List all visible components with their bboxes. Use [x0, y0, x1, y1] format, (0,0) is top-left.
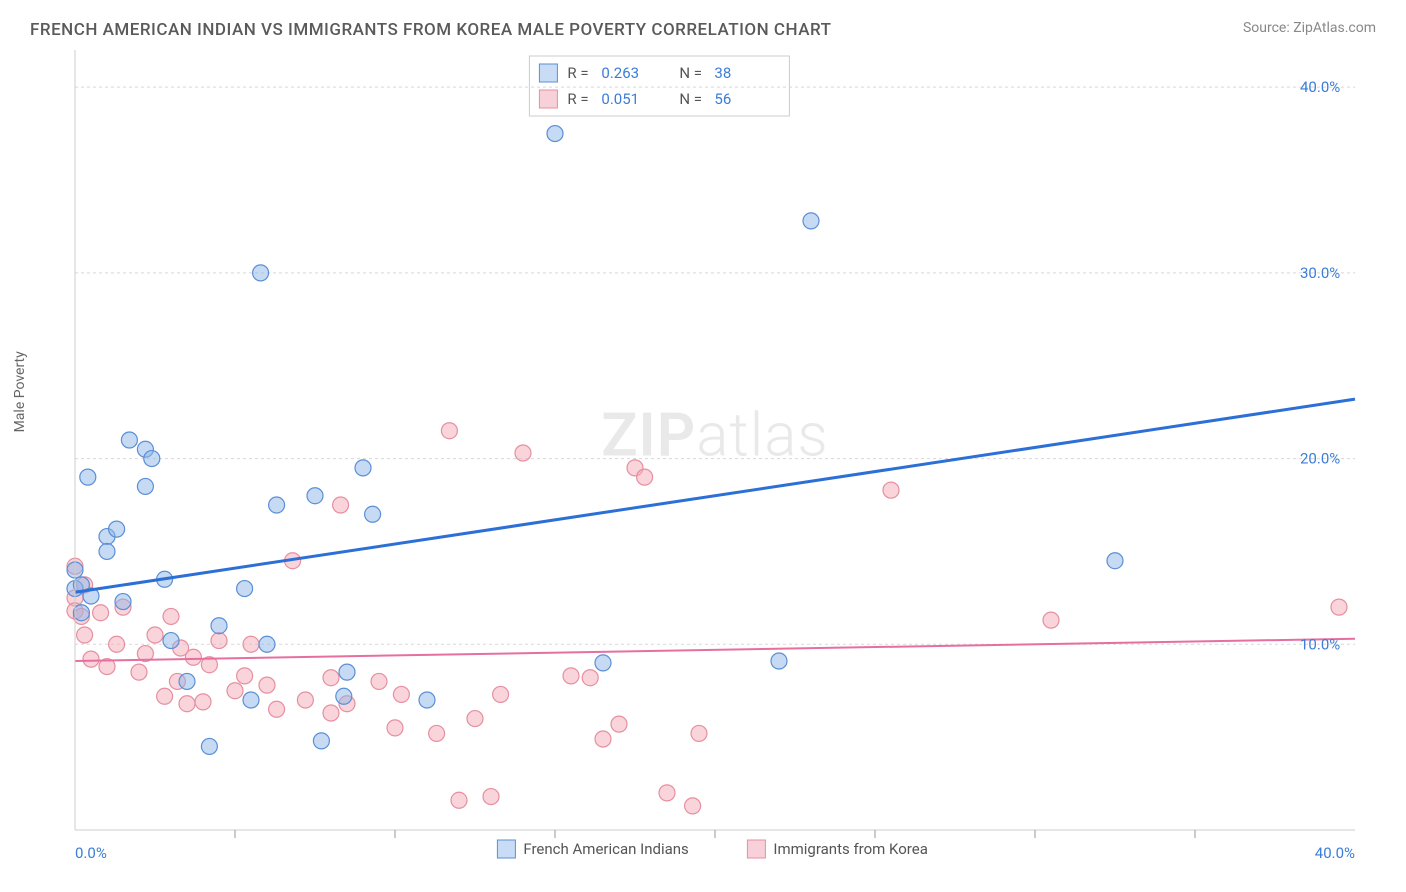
data-point-pink — [493, 686, 509, 702]
data-point-pink — [243, 636, 259, 652]
data-point-pink — [323, 705, 339, 721]
data-point-pink — [227, 683, 243, 699]
legend-label: Immigrants from Korea — [773, 840, 927, 858]
data-point-pink — [467, 711, 483, 727]
data-point-pink — [179, 696, 195, 712]
data-point-pink — [93, 605, 109, 621]
data-point-pink — [1043, 612, 1059, 628]
data-point-pink — [691, 725, 707, 741]
data-point-blue — [201, 738, 217, 754]
data-point-pink — [195, 694, 211, 710]
data-point-pink — [371, 673, 387, 689]
data-point-pink — [659, 785, 675, 801]
data-point-pink — [883, 482, 899, 498]
data-point-pink — [163, 608, 179, 624]
data-point-blue — [121, 432, 137, 448]
legend-swatch — [497, 840, 515, 858]
data-point-pink — [441, 423, 457, 439]
data-point-blue — [80, 469, 96, 485]
data-point-pink — [297, 692, 313, 708]
legend-swatch — [539, 64, 557, 82]
scatter-chart: ZIPatlas10.0%20.0%30.0%40.0%0.0%40.0%Fre… — [30, 50, 1376, 880]
data-point-blue — [771, 653, 787, 669]
data-point-pink — [237, 668, 253, 684]
data-point-blue — [336, 688, 352, 704]
data-point-blue — [144, 451, 160, 467]
data-point-blue — [339, 664, 355, 680]
data-point-pink — [563, 668, 579, 684]
data-point-blue — [163, 633, 179, 649]
data-point-blue — [73, 605, 89, 621]
data-point-pink — [1331, 599, 1347, 615]
data-point-pink — [451, 792, 467, 808]
y-tick-label: 40.0% — [1300, 78, 1340, 96]
legend-swatch — [539, 90, 557, 108]
data-point-pink — [595, 731, 611, 747]
source-link[interactable]: ZipAtlas.com — [1293, 20, 1376, 36]
legend-r-value: 0.263 — [601, 64, 639, 82]
data-point-pink — [131, 664, 147, 680]
data-point-blue — [115, 594, 131, 610]
data-point-blue — [243, 692, 259, 708]
legend-n-label: N = — [679, 64, 702, 82]
data-point-pink — [109, 636, 125, 652]
data-point-blue — [355, 460, 371, 476]
data-point-blue — [179, 673, 195, 689]
data-point-pink — [685, 798, 701, 814]
data-point-blue — [419, 692, 435, 708]
legend-r-label: R = — [567, 90, 588, 108]
legend-r-label: R = — [567, 64, 588, 82]
legend-n-value: 56 — [714, 90, 731, 108]
legend-n-label: N = — [679, 90, 702, 108]
data-point-blue — [269, 497, 285, 513]
source-prefix: Source: — [1243, 20, 1293, 36]
data-point-blue — [137, 478, 153, 494]
data-point-pink — [185, 649, 201, 665]
data-point-pink — [483, 789, 499, 805]
data-point-blue — [365, 506, 381, 522]
data-point-blue — [547, 126, 563, 142]
data-point-blue — [99, 543, 115, 559]
data-point-pink — [83, 651, 99, 667]
data-point-blue — [313, 733, 329, 749]
data-point-pink — [157, 688, 173, 704]
data-point-blue — [237, 581, 253, 597]
data-point-pink — [269, 701, 285, 717]
data-point-pink — [611, 716, 627, 732]
legend-n-value: 38 — [714, 64, 731, 82]
data-point-pink — [333, 497, 349, 513]
data-point-pink — [393, 686, 409, 702]
data-point-pink — [582, 670, 598, 686]
data-point-pink — [259, 677, 275, 693]
data-point-blue — [259, 636, 275, 652]
y-tick-label: 10.0% — [1300, 635, 1340, 653]
y-tick-label: 20.0% — [1300, 450, 1340, 468]
source-attribution: Source: ZipAtlas.com — [1243, 20, 1376, 36]
data-point-pink — [77, 627, 93, 643]
data-point-pink — [211, 633, 227, 649]
legend-swatch — [747, 840, 765, 858]
x-tick-label: 0.0% — [75, 844, 107, 862]
data-point-pink — [637, 469, 653, 485]
data-point-pink — [429, 725, 445, 741]
chart-title: FRENCH AMERICAN INDIAN VS IMMIGRANTS FRO… — [30, 20, 831, 40]
data-point-blue — [253, 265, 269, 281]
x-tick-label: 40.0% — [1315, 844, 1355, 862]
data-point-blue — [307, 488, 323, 504]
data-point-pink — [147, 627, 163, 643]
y-tick-label: 30.0% — [1300, 264, 1340, 282]
y-axis-label: Male Poverty — [12, 351, 28, 432]
data-point-blue — [595, 655, 611, 671]
data-point-pink — [387, 720, 403, 736]
data-point-blue — [1107, 553, 1123, 569]
legend-label: French American Indians — [523, 840, 688, 858]
data-point-pink — [323, 670, 339, 686]
legend-r-value: 0.051 — [601, 90, 639, 108]
data-point-pink — [515, 445, 531, 461]
data-point-blue — [803, 213, 819, 229]
data-point-blue — [211, 618, 227, 634]
data-point-blue — [109, 521, 125, 537]
